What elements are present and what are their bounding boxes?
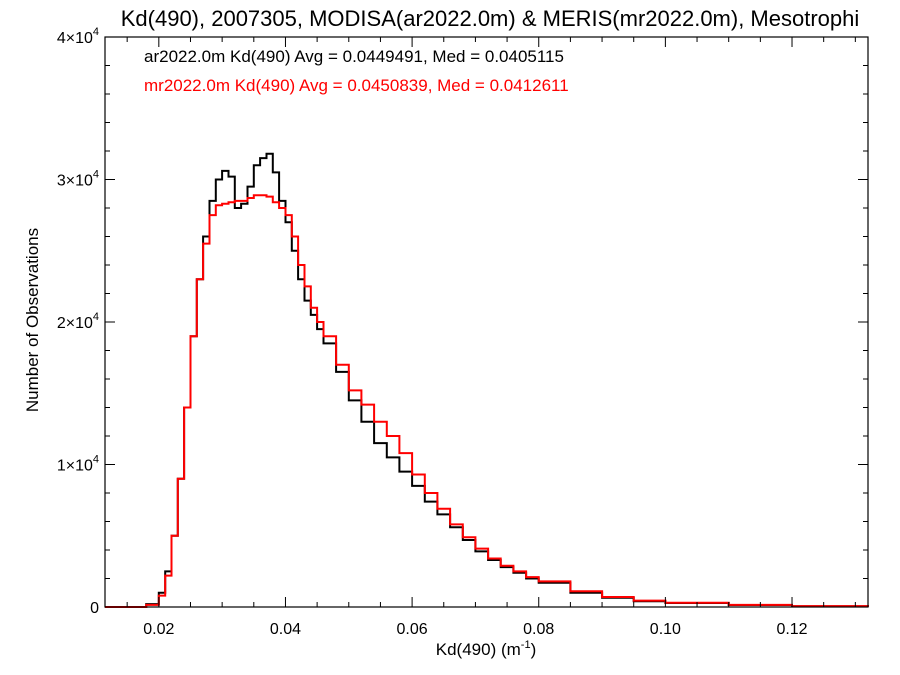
series-line-2 <box>105 194 869 608</box>
series-line-1 <box>105 152 869 608</box>
x-tick-label: 0.12 <box>776 621 807 638</box>
chart-title: Kd(490), 2007305, MODISA(ar2022.0m) & ME… <box>121 6 860 31</box>
legend-entry-1: ar2022.0m Kd(490) Avg = 0.0449491, Med =… <box>144 47 564 66</box>
x-tick-label: 0.04 <box>270 621 301 638</box>
legend: ar2022.0m Kd(490) Avg = 0.0449491, Med =… <box>144 47 569 95</box>
x-axis-label-base: Kd(490) (m <box>436 640 521 659</box>
plot-frame <box>104 36 869 608</box>
x-tick-label: 0.10 <box>650 621 681 638</box>
legend-entry-2: mr2022.0m Kd(490) Avg = 0.0450839, Med =… <box>144 76 569 95</box>
x-tick-label: 0.02 <box>143 621 174 638</box>
x-tick-label: 0.08 <box>523 621 554 638</box>
y-axis-label: Number of Observations <box>23 228 42 412</box>
y-tick-label: 4×104 <box>57 26 99 47</box>
y-tick-label: 2×104 <box>57 311 99 332</box>
x-axis-label-tail: ) <box>531 640 537 659</box>
x-axis-label: Kd(490) (m-1) <box>436 639 536 659</box>
y-tick-label: 3×104 <box>57 169 99 190</box>
x-axis-ticks: 0.02 0.04 0.06 0.08 0.10 0.12 <box>126 37 856 638</box>
y-tick-label: 1×104 <box>57 454 99 475</box>
y-axis-ticks: 0 1×104 2×104 3×104 4×104 <box>57 26 868 617</box>
x-axis-label-exponent: -1 <box>521 639 531 651</box>
x-tick-label: 0.06 <box>397 621 428 638</box>
y-tick-label: 0 <box>90 600 99 617</box>
series-curves <box>105 152 869 608</box>
